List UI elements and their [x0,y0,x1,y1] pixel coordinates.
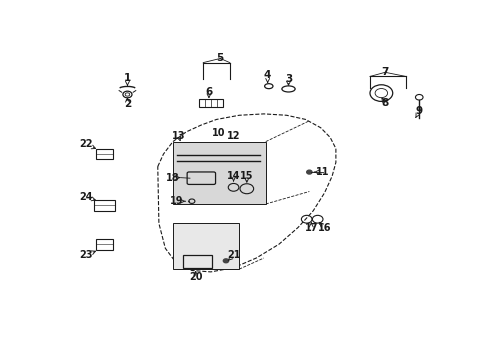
Text: 6: 6 [205,87,212,97]
Text: 13: 13 [171,131,185,141]
Text: 8: 8 [381,98,388,108]
Bar [96,239,113,250]
Text: 20: 20 [188,273,202,283]
Text: 4: 4 [264,70,271,80]
Text: 19: 19 [170,196,183,206]
Text: 14: 14 [226,171,240,181]
Text: 7: 7 [381,67,388,77]
Text: 5: 5 [216,53,224,63]
Text: 15: 15 [240,171,253,181]
Bar [94,200,115,211]
Text: 2: 2 [123,99,131,109]
Text: 23: 23 [79,250,92,260]
Text: 10: 10 [211,128,224,138]
Text: 17: 17 [304,222,317,233]
Bar [96,149,113,159]
Text: 24: 24 [79,192,92,202]
Text: 22: 22 [79,139,92,149]
Circle shape [306,170,311,174]
Bar [173,223,239,269]
Text: 21: 21 [226,250,240,260]
Text: 11: 11 [315,167,329,177]
Text: 1: 1 [123,73,131,83]
Text: 12: 12 [226,131,240,141]
Text: 3: 3 [285,74,291,84]
Text: 18: 18 [166,173,180,183]
Circle shape [223,259,228,263]
Bar [173,141,265,204]
Bar [183,255,211,267]
Text: 16: 16 [317,222,330,233]
Bar [198,99,223,107]
Text: 9: 9 [415,106,422,116]
